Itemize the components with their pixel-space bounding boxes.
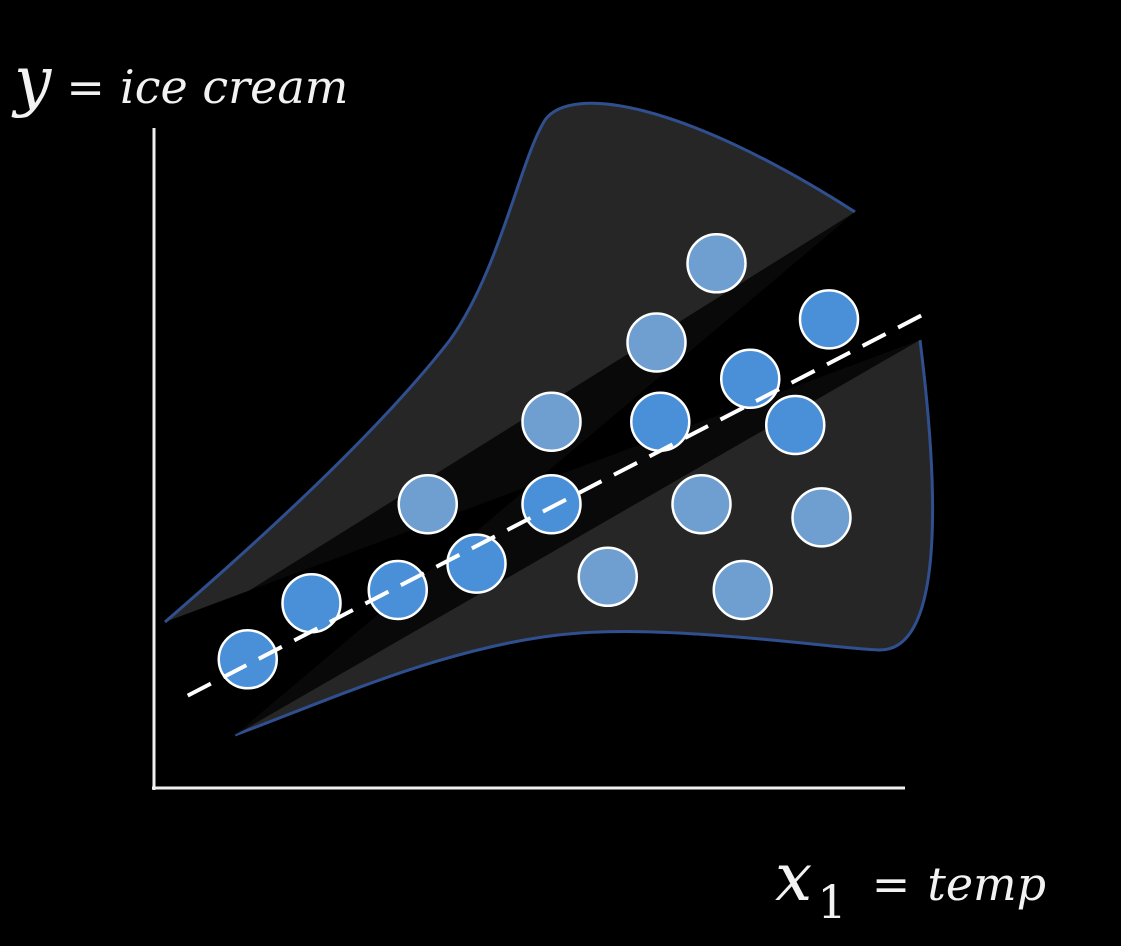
data-point-12 [686, 233, 747, 294]
y-eq: = [66, 60, 105, 114]
data-point-8 [577, 546, 638, 608]
data-point-9 [626, 312, 687, 373]
x-axis-label: x 1 = temp [775, 839, 1046, 929]
data-point-3 [367, 559, 428, 621]
spread-region-upper-edge [164, 101, 856, 624]
data-point-13 [720, 348, 781, 410]
data-point-17 [791, 487, 852, 548]
x-text: temp [927, 857, 1046, 911]
data-point-2 [281, 572, 342, 634]
data-point-5 [446, 533, 507, 594]
x-sub: 1 [817, 875, 846, 929]
trend-line [186, 311, 928, 698]
data-point-6 [521, 473, 582, 535]
y-text: ice cream [120, 60, 348, 114]
data-point-15 [765, 394, 826, 456]
points-layer [217, 233, 860, 690]
y-axis-label: y = ice cream [11, 42, 348, 119]
y-var: y [11, 42, 52, 119]
x-var: x [775, 839, 812, 916]
data-point-10 [630, 391, 691, 452]
data-point-7 [521, 391, 582, 452]
x-eq: = [872, 857, 911, 911]
data-point-1 [217, 629, 278, 690]
data-point-4 [397, 473, 458, 535]
trend-corridor [170, 212, 920, 735]
data-point-11 [671, 473, 732, 535]
spread-region-lower-edge [234, 339, 935, 737]
data-point-16 [798, 289, 860, 350]
data-point-14 [712, 559, 773, 621]
